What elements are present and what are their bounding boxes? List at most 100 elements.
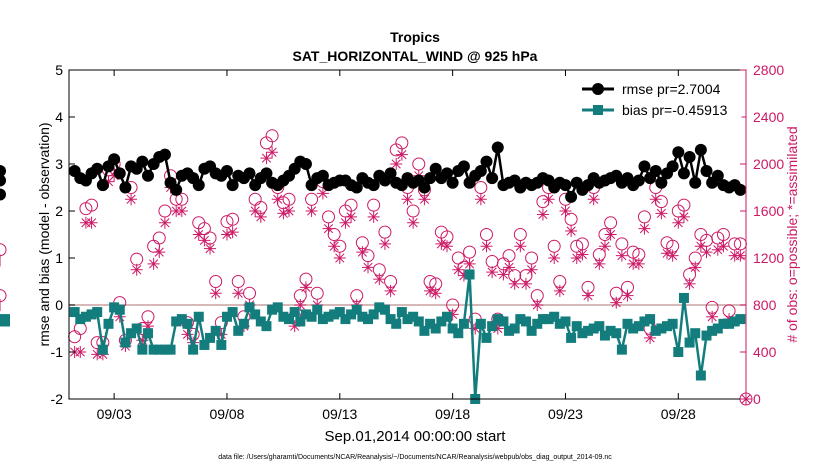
asterisk-stroke — [538, 209, 548, 220]
bias-point — [583, 325, 594, 336]
asterisk-stroke — [690, 262, 700, 272]
bias-point — [210, 325, 221, 336]
bias-point — [453, 328, 464, 339]
rmse-point — [655, 176, 668, 189]
x-axis-ticks: 09/03 09/08 09/13 09/18 09/23 09/28 — [97, 70, 696, 422]
asterisk-stroke — [532, 300, 542, 310]
bias-point — [391, 318, 402, 329]
rmse-point — [474, 165, 487, 178]
y-left-tick-label: -1 — [51, 344, 64, 360]
asterisk-stroke — [205, 244, 215, 254]
bias-point — [684, 337, 695, 348]
bias-point — [729, 316, 740, 327]
asterisk-stroke — [651, 194, 661, 204]
obs-assimilated-point — [666, 249, 679, 262]
bias-point — [735, 314, 746, 325]
asterisk-stroke — [684, 279, 695, 289]
bias-point — [481, 332, 492, 343]
asterisk-stroke — [357, 247, 367, 257]
asterisk-stroke — [391, 159, 401, 169]
asterisk-stroke — [442, 241, 452, 251]
bias-point — [701, 330, 712, 341]
rmse-point — [559, 179, 572, 192]
asterisk-stroke — [679, 212, 689, 222]
x-axis-label: Sep.01,2014 00:00:00 start — [325, 428, 507, 445]
bias-point — [447, 323, 458, 334]
obs-assimilated-point — [661, 247, 674, 260]
bias-point — [458, 318, 469, 329]
asterisk-stroke — [566, 226, 576, 236]
rmse-point — [108, 153, 121, 166]
obs-assimilated-point — [418, 193, 431, 206]
asterisk-stroke — [419, 194, 430, 204]
asterisk-stroke — [408, 218, 418, 228]
obs-assimilated-point — [548, 252, 561, 264]
asterisk-stroke — [306, 206, 317, 216]
bias-point — [205, 332, 216, 343]
bias-point — [588, 323, 599, 334]
asterisk-stroke — [572, 253, 582, 263]
obs-assimilated-point — [553, 284, 566, 297]
obs-assimilated-point — [395, 148, 408, 161]
obs-assimilated-point — [677, 210, 690, 223]
bias-point — [520, 316, 531, 327]
bias-series-layer — [0, 269, 746, 404]
bias-point — [80, 311, 91, 322]
y-left-axis-ticks: -2 -1 0 1 2 3 4 5 — [51, 62, 75, 407]
obs-assimilated-point — [649, 193, 662, 206]
asterisk-stroke — [323, 224, 334, 234]
bias-point — [142, 328, 153, 339]
bias-point — [188, 344, 199, 355]
bias-point — [537, 314, 548, 325]
bias-point — [0, 316, 10, 327]
bias-point — [560, 316, 571, 327]
bias-point — [487, 321, 498, 332]
y-right-tick-label: 1600 — [753, 203, 784, 219]
bias-point — [599, 330, 610, 341]
bias-point — [148, 344, 159, 355]
rmse-point — [158, 148, 171, 161]
bias-point — [278, 311, 289, 322]
obs-assimilated-point — [153, 246, 166, 259]
bias-point — [86, 309, 97, 320]
bias-point — [425, 318, 436, 329]
asterisk-stroke — [696, 241, 706, 251]
bias-point — [639, 316, 650, 327]
rmse-point — [689, 176, 702, 189]
bias-point — [199, 339, 210, 350]
bias-point — [441, 311, 452, 322]
bias-point — [193, 311, 204, 322]
bias-point — [475, 318, 486, 329]
y-left-tick-label: 2 — [55, 203, 63, 219]
asterisk-stroke — [228, 227, 238, 237]
rmse-point — [141, 169, 154, 182]
bias-point — [532, 318, 543, 329]
bias-point — [221, 311, 232, 322]
chart-subtitle: SAT_HORIZONTAL_WIND @ 925 hPa — [293, 48, 538, 64]
bias-point — [300, 309, 311, 320]
bias-point — [504, 325, 515, 336]
bias-point — [351, 304, 362, 315]
rmse-point — [446, 176, 459, 189]
bias-point — [261, 321, 272, 332]
obs-assimilated-point — [542, 193, 555, 206]
asterisk-stroke — [718, 241, 729, 251]
bias-point — [690, 328, 701, 339]
y-left-axis-label: rmse and bias (model - observation) — [36, 122, 52, 346]
obs-assimilated-point — [147, 257, 160, 270]
bias-point — [650, 325, 661, 336]
obs-assimilated-point — [474, 193, 487, 206]
asterisk-stroke — [668, 251, 678, 261]
rmse-point — [226, 179, 239, 192]
y-right-tick-label: 2400 — [753, 109, 784, 125]
asterisk-stroke — [555, 286, 565, 296]
bias-point — [622, 318, 633, 329]
asterisk-stroke — [233, 288, 243, 298]
bias-point — [436, 316, 447, 327]
obs-assimilated-point — [570, 252, 583, 264]
asterisk-stroke — [199, 235, 209, 245]
asterisk-stroke — [622, 291, 633, 301]
obs-possible-point — [0, 289, 7, 303]
bias-point — [182, 318, 193, 329]
rmse-point — [700, 165, 713, 178]
